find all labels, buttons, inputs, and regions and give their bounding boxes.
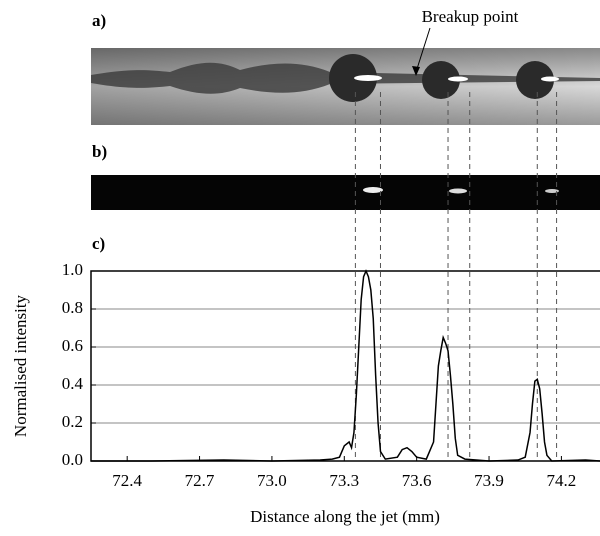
x-tick-label: 72.7 bbox=[185, 471, 215, 490]
x-tick-label: 73.3 bbox=[329, 471, 359, 490]
jet-image bbox=[91, 27, 600, 125]
y-tick-label: 1.0 bbox=[62, 260, 83, 279]
panel-label: b) bbox=[92, 142, 107, 161]
x-axis-label: Distance along the jet (mm) bbox=[250, 507, 440, 526]
x-tick-label: 73.0 bbox=[257, 471, 287, 490]
y-axis-label: Normalised intensity bbox=[11, 294, 30, 437]
intensity-line bbox=[91, 269, 600, 462]
x-tick-label: 73.9 bbox=[474, 471, 504, 490]
panel-label: a) bbox=[92, 11, 106, 30]
fluorescence-image bbox=[91, 175, 600, 210]
y-tick-label: 0.4 bbox=[62, 374, 84, 393]
panel-label: c) bbox=[92, 234, 105, 253]
y-tick-label: 0.6 bbox=[62, 336, 83, 355]
y-tick-label: 0.8 bbox=[62, 298, 83, 317]
x-tick-label: 74.2 bbox=[547, 471, 577, 490]
x-tick-label: 72.4 bbox=[112, 471, 142, 490]
x-tick-label: 73.6 bbox=[402, 471, 432, 490]
annotation: Breakup point bbox=[422, 7, 519, 26]
y-tick-label: 0.0 bbox=[62, 450, 83, 469]
plot-frame bbox=[90, 270, 600, 462]
y-tick-label: 0.2 bbox=[62, 412, 83, 431]
